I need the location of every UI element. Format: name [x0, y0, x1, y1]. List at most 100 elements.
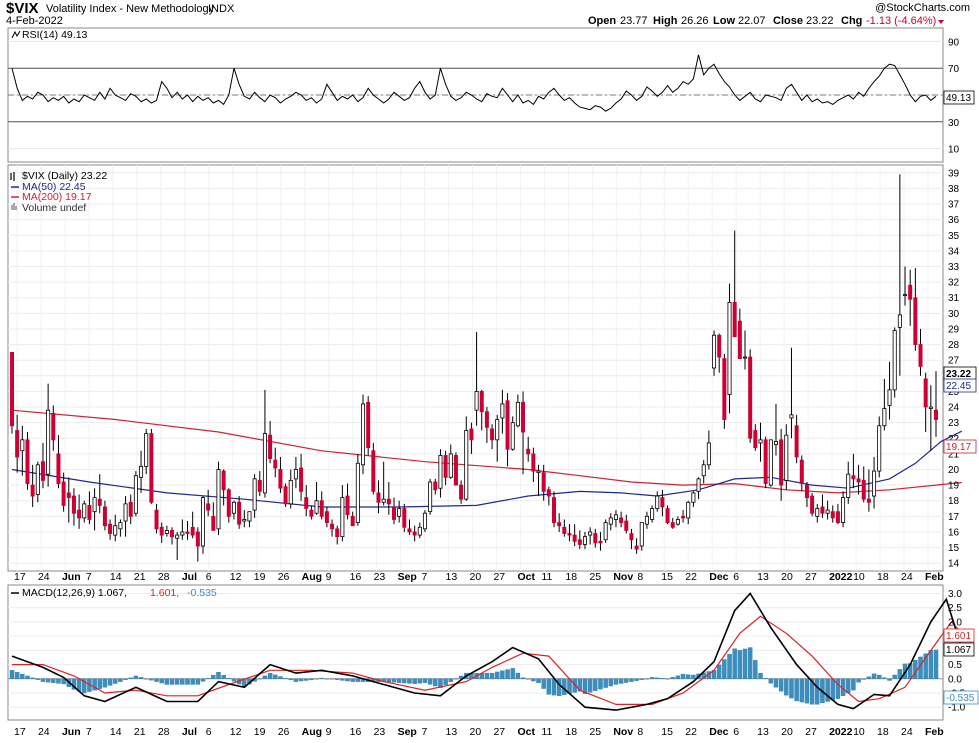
rsi-series — [11, 54, 937, 112]
x-tick-label: 15 — [661, 571, 673, 583]
candle — [784, 424, 789, 490]
price-tick-label: 32 — [948, 278, 960, 289]
candle — [92, 488, 97, 531]
rsi-legend: RSI(14) 49.13 — [11, 29, 88, 41]
macd-hist-bar — [102, 678, 108, 688]
svg-text:19.17: 19.17 — [946, 442, 971, 453]
macd-hist-bar — [789, 678, 794, 699]
x-tick-label: 24 — [38, 571, 50, 583]
candle — [56, 435, 61, 489]
x-tick-label: Aug — [302, 571, 322, 583]
price-tick-label: 24 — [948, 403, 960, 414]
macd-hist-bar — [231, 678, 237, 682]
candle — [190, 511, 195, 539]
price-tick-label: 21 — [948, 449, 960, 460]
macd-hist-bar — [747, 647, 753, 679]
candle — [361, 394, 366, 475]
macd-hist-bar — [598, 678, 603, 690]
candle — [748, 349, 753, 443]
rsi-legend-icon — [11, 30, 21, 39]
x-tick-label: 17 — [14, 726, 26, 738]
x-tick-label: 14 — [110, 726, 122, 738]
candle — [237, 496, 242, 529]
x-tick-label: 22 — [685, 571, 697, 583]
candle — [484, 407, 489, 443]
candle — [139, 450, 144, 493]
macd-hist-bar — [613, 678, 619, 685]
candle — [913, 268, 918, 351]
candle — [706, 430, 711, 470]
candle — [288, 469, 293, 509]
x-tick-label: 7 — [422, 726, 428, 738]
candle — [335, 525, 340, 545]
macd-hist-bar — [128, 677, 133, 679]
x-tick-label: 24 — [38, 726, 50, 738]
candle — [170, 527, 175, 545]
x-tick-label: Jul — [182, 571, 197, 583]
x-tick-label: 24 — [901, 571, 913, 583]
macd-hist-bar — [737, 650, 743, 679]
candle — [830, 505, 835, 523]
ohlc-readout: Open 23.77 High 26.26 Low 22.07 Close 23… — [588, 15, 944, 27]
x-tick-label: 7 — [422, 571, 428, 583]
x-tick-label: 7 — [86, 726, 92, 738]
rsi-legend-text: RSI(14) 49.13 — [22, 29, 88, 41]
x-tick-label: Jul — [182, 726, 197, 738]
x-tick-label: 8 — [637, 726, 643, 738]
candle — [459, 480, 464, 504]
macd-hist-bar — [882, 677, 887, 679]
macd-hist-bar — [278, 676, 283, 679]
macd-hist-bar — [97, 678, 102, 689]
down-arrow-icon — [938, 20, 944, 24]
macd-hist-bar — [283, 678, 288, 679]
macd-legend: MACD(12,26,9) 1.067, 1.601, -0.535 — [11, 587, 217, 599]
candle — [25, 432, 30, 490]
candle — [670, 517, 675, 529]
candle — [324, 506, 329, 528]
macd-hist-bar — [422, 678, 428, 683]
x-tick-label: 20 — [781, 726, 793, 738]
macd-hist-bar — [871, 673, 877, 679]
macd-hist-bar — [716, 664, 722, 679]
candle — [309, 505, 314, 520]
x-tick-label: 28 — [158, 571, 170, 583]
candle — [15, 414, 20, 473]
macd-hist-bar — [830, 678, 835, 701]
macd-hist-bar — [138, 677, 144, 679]
candle — [490, 424, 495, 450]
macd-hist-bar — [784, 678, 789, 696]
candle — [536, 464, 541, 497]
candle — [87, 491, 92, 525]
x-tick-label: 13 — [446, 726, 458, 738]
ma50-line — [11, 430, 963, 508]
x-tick-label: 27 — [493, 571, 505, 583]
macd-hist-bar — [164, 678, 170, 685]
macd-hist-badge: -0.535 — [943, 690, 979, 705]
candle — [128, 494, 133, 525]
close-value: 23.22 — [806, 15, 834, 27]
macd-hist-bar — [180, 678, 185, 685]
candle — [794, 414, 799, 464]
candle — [402, 503, 407, 532]
candle — [763, 436, 768, 489]
macd-hist-bar — [593, 678, 598, 691]
candle — [779, 428, 784, 501]
x-tick-label: Jun — [62, 726, 81, 738]
candle — [820, 494, 825, 518]
macd-hist-bar — [541, 678, 546, 689]
candle — [619, 511, 624, 528]
macd-hist-bar — [825, 678, 830, 702]
macd-hist-bar — [587, 678, 593, 693]
macd-hist-bar — [195, 678, 201, 685]
price-tick-label: 14 — [948, 559, 960, 570]
candle — [624, 514, 629, 534]
candle — [737, 308, 742, 360]
macd-tick-label: 3.0 — [948, 589, 962, 600]
candle — [727, 283, 732, 414]
grid — [8, 40, 943, 708]
open-label: Open — [588, 15, 616, 27]
macd-hist-bar — [634, 678, 639, 681]
macd-hist-bar — [489, 672, 495, 679]
candle — [242, 510, 247, 528]
candle — [149, 428, 154, 504]
